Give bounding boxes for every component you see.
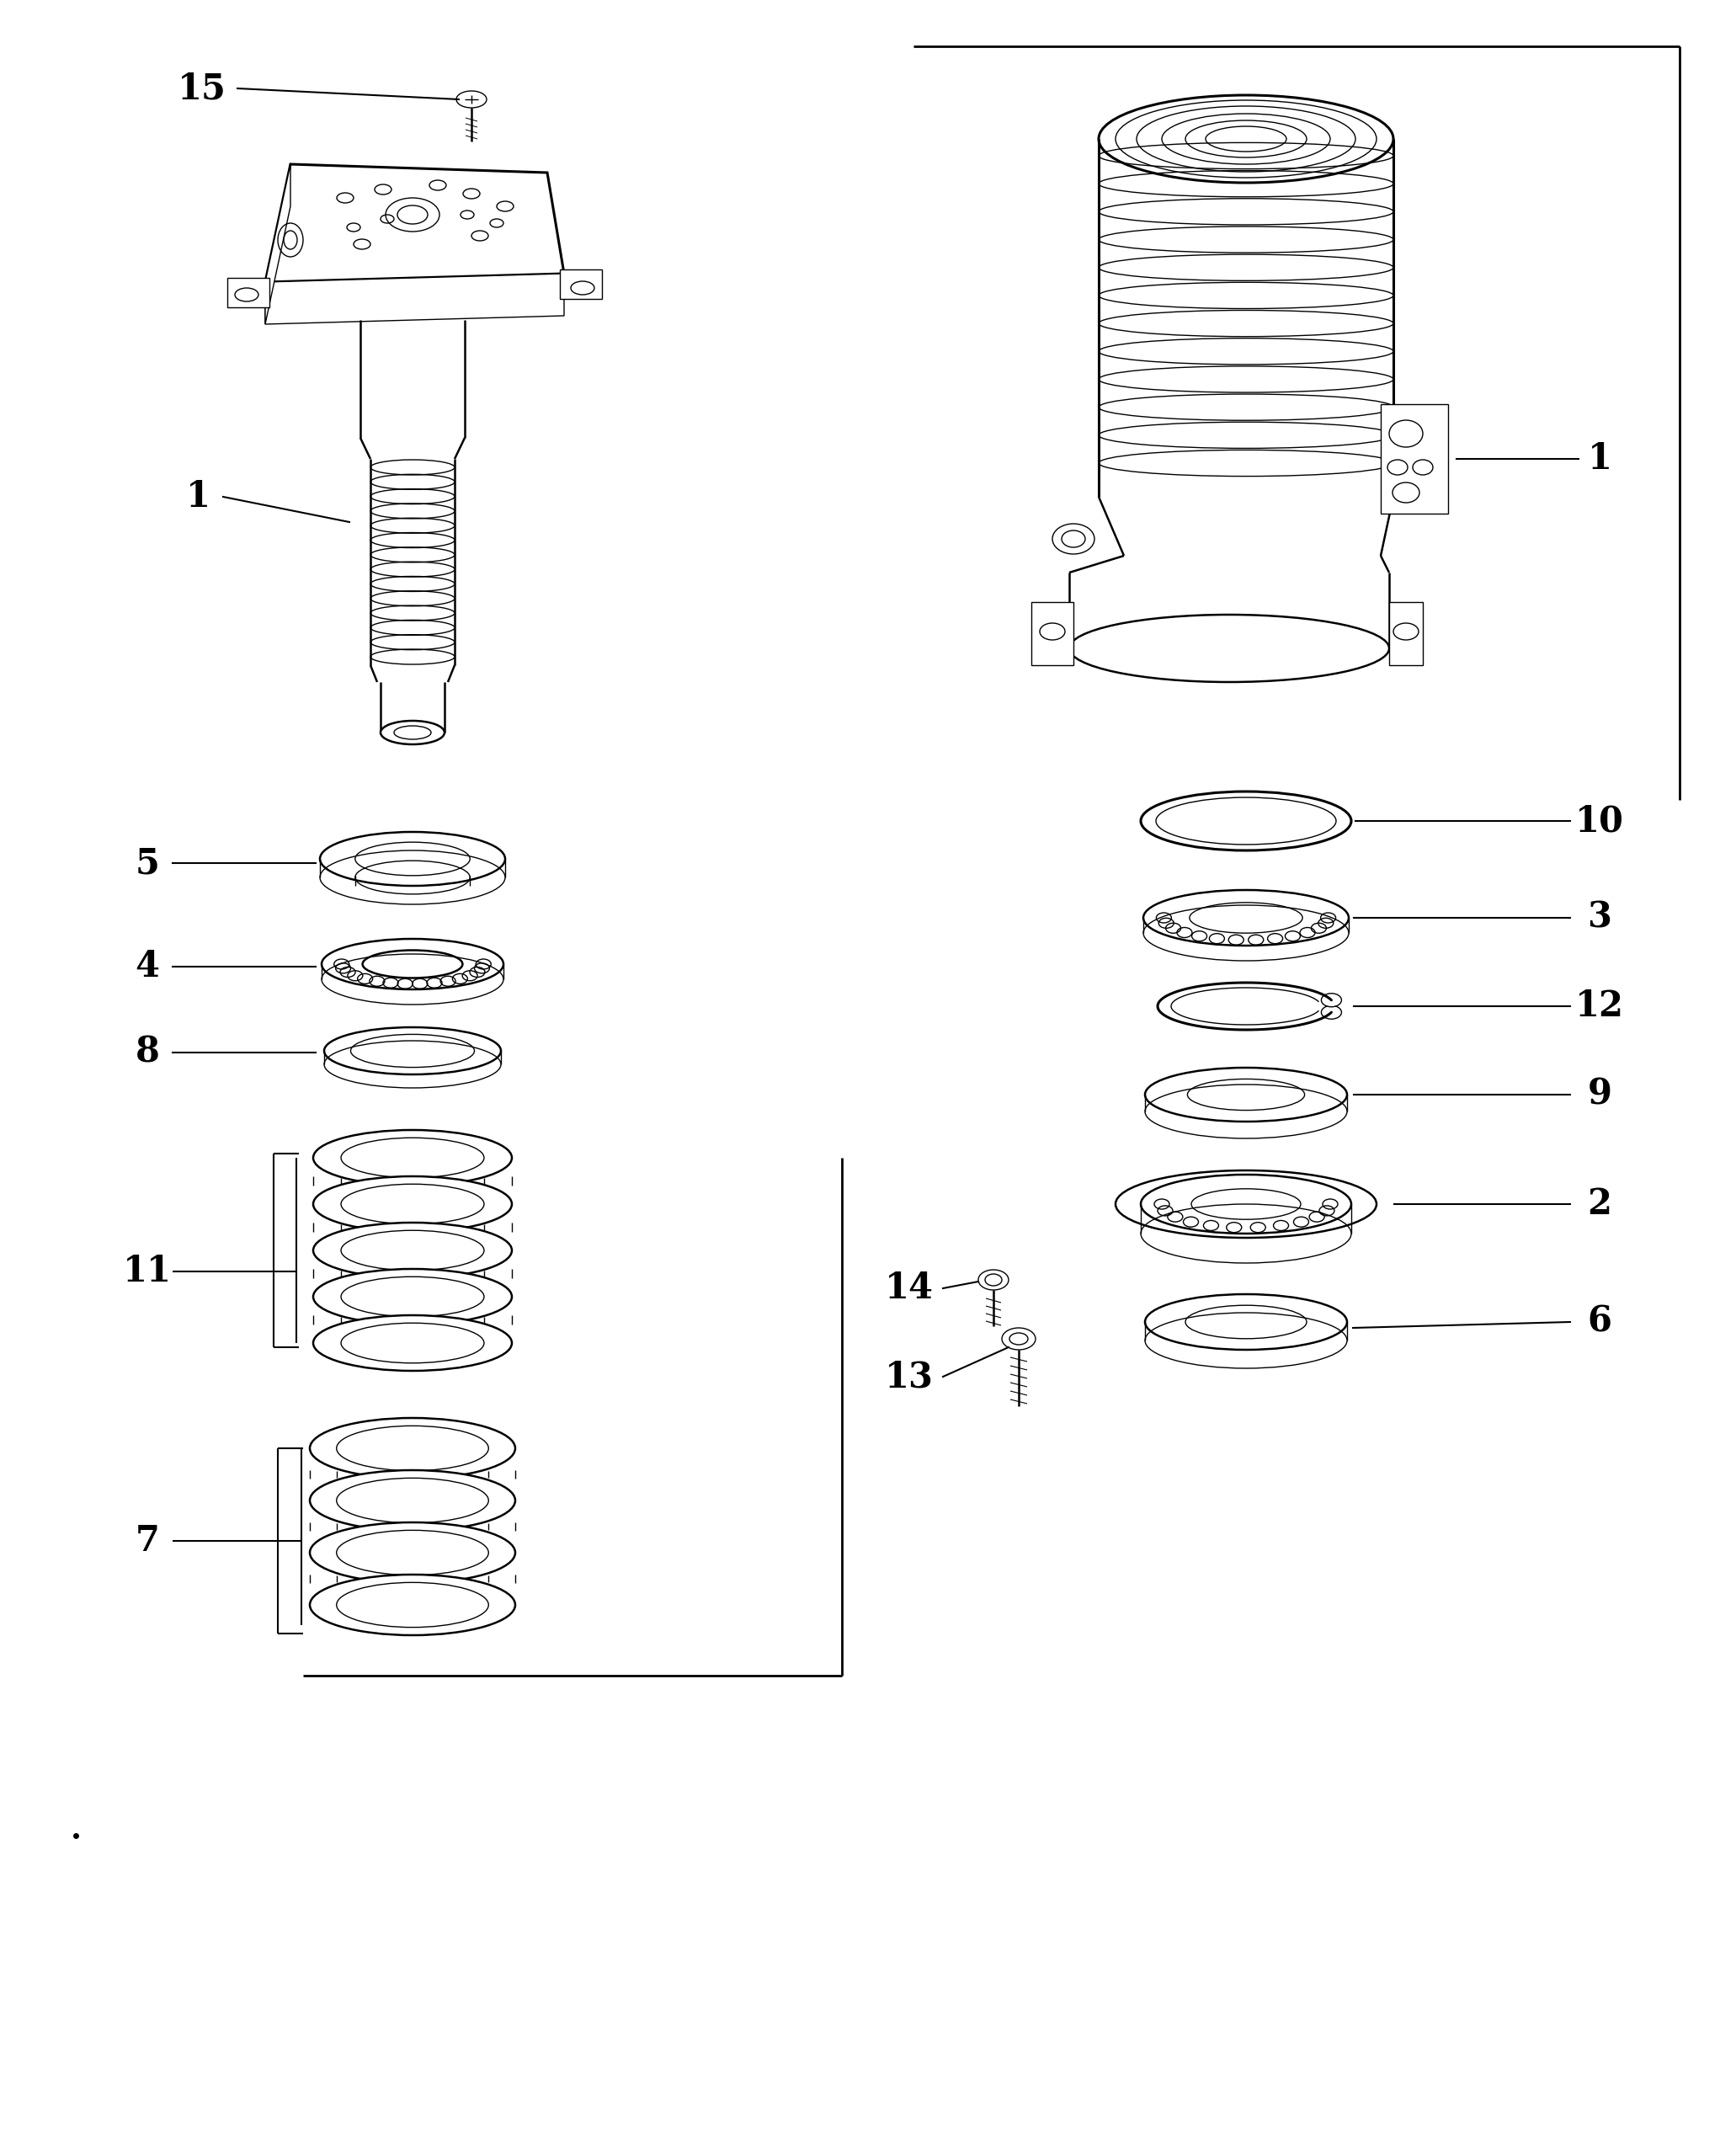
Ellipse shape (1321, 1005, 1342, 1018)
Polygon shape (266, 163, 564, 281)
Ellipse shape (457, 90, 486, 107)
Ellipse shape (309, 1523, 516, 1583)
Text: 6: 6 (1587, 1304, 1611, 1340)
Ellipse shape (979, 1269, 1009, 1291)
Ellipse shape (1099, 95, 1394, 183)
Ellipse shape (309, 1469, 516, 1532)
Polygon shape (561, 268, 602, 299)
Ellipse shape (1002, 1327, 1036, 1349)
Ellipse shape (1141, 1175, 1351, 1233)
Ellipse shape (380, 722, 444, 745)
Text: 3: 3 (1587, 900, 1611, 937)
Polygon shape (266, 163, 290, 324)
Ellipse shape (309, 1418, 516, 1478)
Text: 5: 5 (135, 846, 160, 881)
Ellipse shape (312, 1222, 512, 1278)
Polygon shape (1380, 404, 1448, 513)
Ellipse shape (312, 1130, 512, 1186)
Ellipse shape (1146, 1068, 1347, 1121)
Polygon shape (1389, 601, 1424, 666)
Ellipse shape (309, 1574, 516, 1635)
Text: 7: 7 (135, 1523, 160, 1559)
Text: 9: 9 (1587, 1076, 1611, 1113)
Polygon shape (227, 277, 269, 307)
Text: 2: 2 (1587, 1186, 1611, 1222)
Ellipse shape (312, 1177, 512, 1233)
Text: 8: 8 (135, 1035, 160, 1070)
Polygon shape (266, 273, 564, 324)
Text: 11: 11 (123, 1254, 172, 1289)
Ellipse shape (1321, 992, 1342, 1007)
Text: 12: 12 (1575, 988, 1623, 1025)
Text: 10: 10 (1575, 803, 1623, 838)
Ellipse shape (1144, 889, 1349, 945)
Polygon shape (1031, 601, 1073, 666)
Text: 1: 1 (186, 479, 210, 516)
Ellipse shape (1146, 1295, 1347, 1349)
Ellipse shape (312, 1315, 512, 1370)
Text: 14: 14 (885, 1272, 934, 1306)
Ellipse shape (1069, 614, 1389, 683)
Text: 13: 13 (885, 1360, 934, 1394)
Text: 15: 15 (177, 71, 226, 105)
Text: 4: 4 (135, 949, 160, 984)
Text: 1: 1 (1587, 440, 1611, 477)
Ellipse shape (312, 1269, 512, 1325)
